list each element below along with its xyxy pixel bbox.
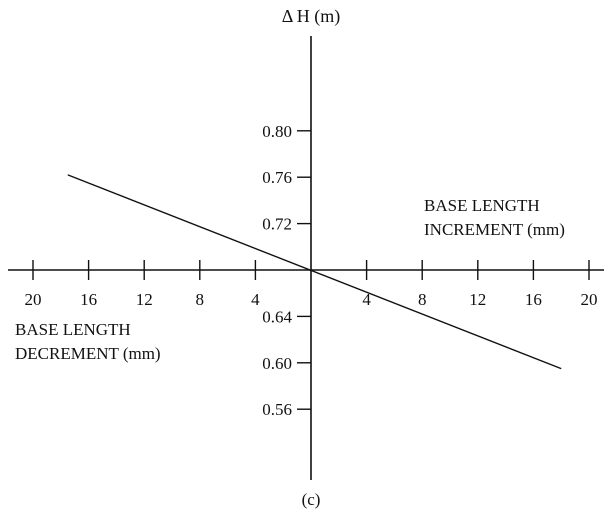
y-tick-label: 0.76 [262, 168, 292, 187]
x-tick-label: 8 [196, 290, 205, 309]
x-tick-label: 20 [581, 290, 598, 309]
y-tick-label: 0.56 [262, 400, 292, 419]
x-tick-label: 4 [251, 290, 260, 309]
data-series-line [67, 174, 562, 370]
x-tick-label: 20 [25, 290, 42, 309]
y-tick-label: 0.64 [262, 307, 292, 326]
series-layer [67, 174, 562, 370]
figure-caption: (c) [302, 490, 321, 509]
y-tick-label: 0.80 [262, 122, 292, 141]
x-tick-label: 12 [136, 290, 153, 309]
axes-layer [8, 36, 604, 480]
ticks-layer [32, 130, 590, 410]
x-tick-label: 4 [362, 290, 371, 309]
x-tick-label: 8 [418, 290, 427, 309]
x-axis-increment-label: BASE LENGTH [424, 196, 540, 215]
x-tick-label: 12 [469, 290, 486, 309]
y-tick-label: 0.60 [262, 354, 292, 373]
labels-layer: 20 16 12 8 4 4 8 12 16 20 0.80 0.76 0.72 0.64 0.60 0.56… [15, 6, 598, 509]
y-tick-label: 0.72 [262, 215, 292, 234]
y-axis-title: Δ H (m) [282, 6, 341, 27]
x-tick-label: 16 [80, 290, 97, 309]
x-axis-decrement-label: BASE LENGTH [15, 320, 131, 339]
x-axis-increment-label: INCREMENT (mm) [424, 220, 565, 239]
x-tick-label: 16 [525, 290, 542, 309]
x-axis-decrement-label: DECREMENT (mm) [15, 344, 161, 363]
